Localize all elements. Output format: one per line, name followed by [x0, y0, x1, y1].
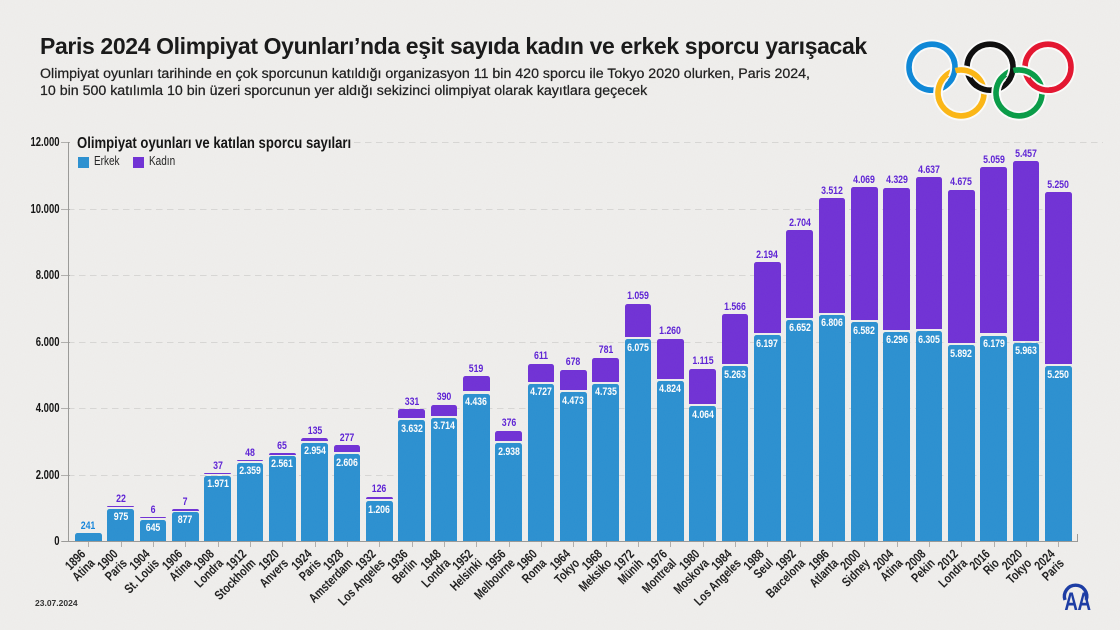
- svg-text:AA: AA: [1064, 587, 1091, 612]
